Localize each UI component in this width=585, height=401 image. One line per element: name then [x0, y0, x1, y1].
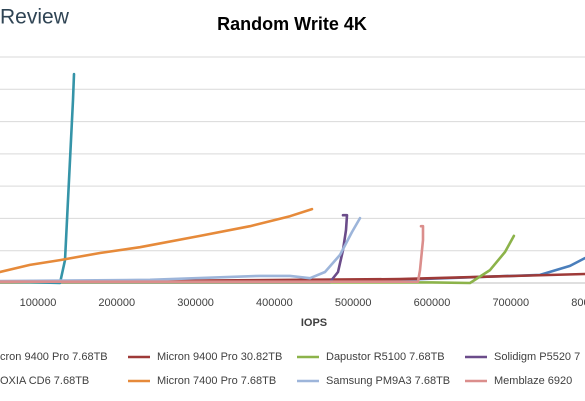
series-line	[0, 216, 362, 283]
legend-label: Samsung PM9A3 7.68TB	[326, 375, 450, 387]
x-tick-label: 100000	[20, 297, 57, 309]
x-tick-label: 600000	[414, 297, 451, 309]
x-tick-label: 400000	[256, 297, 293, 309]
x-tick-label: 300000	[177, 297, 214, 309]
legend-label: cron 9400 Pro 7.68TB	[0, 351, 108, 363]
legend-label: Micron 9400 Pro 30.82TB	[157, 351, 282, 363]
legend-label: Micron 7400 Pro 7.68TB	[157, 375, 276, 387]
x-tick-label: 200000	[98, 297, 135, 309]
x-axis-label: IOPS	[301, 317, 327, 329]
series-line	[0, 207, 314, 274]
x-tick-label: 700000	[492, 297, 529, 309]
legend-label: Dapustor R5100 7.68TB	[326, 351, 445, 363]
chart-title: Random Write 4K	[217, 14, 367, 34]
x-tick-label: 500000	[335, 297, 372, 309]
x-tick-label: 800000	[571, 297, 585, 309]
legend-label: OXIA CD6 7.68TB	[0, 375, 89, 387]
legend-label: Solidigm P5520 7	[494, 351, 580, 363]
legend-label: Memblaze 6920	[494, 375, 572, 387]
logo: Review	[0, 6, 70, 29]
series-line	[0, 224, 425, 283]
